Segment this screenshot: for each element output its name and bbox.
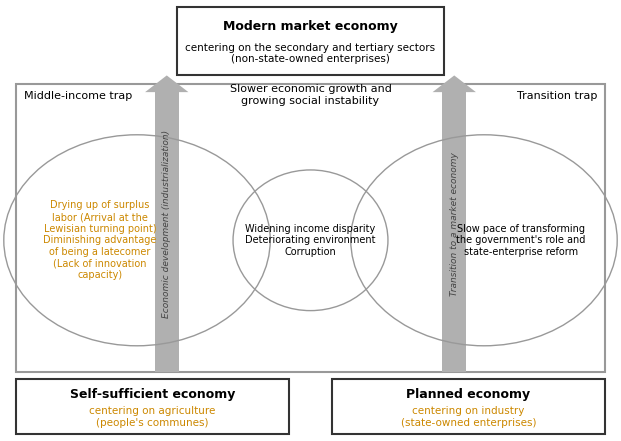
Text: Transition to a market economy: Transition to a market economy <box>450 152 459 296</box>
Text: Middle-income trap: Middle-income trap <box>24 91 132 101</box>
Text: centering on the secondary and tertiary sectors
(non-state-owned enterprises): centering on the secondary and tertiary … <box>186 43 435 64</box>
Text: Slow pace of transforming
the government's role and
state-enterprise reform: Slow pace of transforming the government… <box>456 224 586 257</box>
Polygon shape <box>433 75 476 92</box>
Text: centering on agriculture
(people's communes): centering on agriculture (people's commu… <box>89 407 215 428</box>
Text: Widening income disparity
Deteriorating environment
Corruption: Widening income disparity Deteriorating … <box>245 224 376 257</box>
Text: Economic development (industrialization): Economic development (industrialization) <box>162 130 171 318</box>
FancyBboxPatch shape <box>16 84 605 372</box>
Text: centering on industry
(state-owned enterprises): centering on industry (state-owned enter… <box>401 407 537 428</box>
FancyBboxPatch shape <box>155 92 178 372</box>
FancyBboxPatch shape <box>443 92 466 372</box>
FancyBboxPatch shape <box>332 379 605 434</box>
Text: Drying up of surplus
labor (Arrival at the
Lewisian turning point)
Diminishing a: Drying up of surplus labor (Arrival at t… <box>43 201 156 280</box>
Text: Modern market economy: Modern market economy <box>223 20 398 33</box>
Polygon shape <box>145 75 188 92</box>
Text: Planned economy: Planned economy <box>406 388 530 400</box>
Text: Slower economic growth and
growing social instability: Slower economic growth and growing socia… <box>230 84 391 106</box>
FancyBboxPatch shape <box>177 7 444 75</box>
FancyBboxPatch shape <box>16 379 289 434</box>
Text: Self-sufficient economy: Self-sufficient economy <box>70 388 235 400</box>
Text: Transition trap: Transition trap <box>517 91 597 101</box>
